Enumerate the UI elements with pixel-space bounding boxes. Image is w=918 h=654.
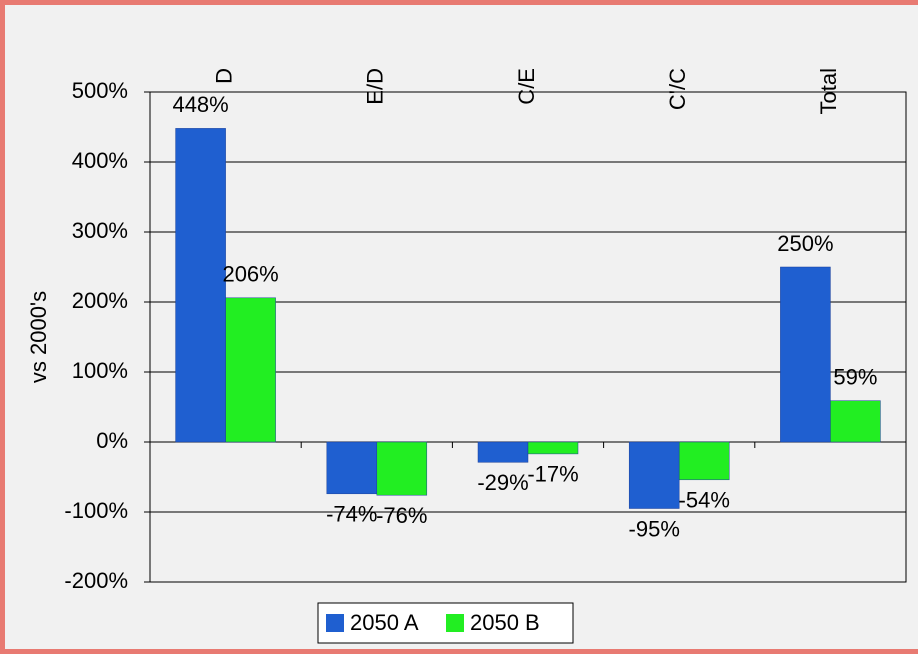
y-tick-label: 0% bbox=[96, 428, 128, 453]
value-label: -54% bbox=[679, 488, 730, 513]
x-tick-label: C/E bbox=[514, 68, 539, 105]
legend-label: 2050 A bbox=[350, 610, 419, 635]
legend-label: 2050 B bbox=[470, 610, 540, 635]
y-tick-label: 400% bbox=[72, 148, 128, 173]
bar bbox=[225, 297, 276, 443]
y-tick-label: -100% bbox=[64, 498, 128, 523]
x-tick-label: D bbox=[211, 68, 236, 84]
x-tick-label: C'/C bbox=[665, 68, 690, 110]
value-label: -76% bbox=[376, 503, 427, 528]
y-tick-label: 300% bbox=[72, 218, 128, 243]
bar bbox=[628, 441, 680, 509]
y-tick-label: 100% bbox=[72, 358, 128, 383]
bar bbox=[678, 441, 730, 481]
value-label: 206% bbox=[222, 262, 278, 287]
y-tick-label: 200% bbox=[72, 288, 128, 313]
legend-swatch bbox=[446, 614, 464, 632]
legend-box bbox=[317, 602, 574, 644]
x-tick-label: Total bbox=[816, 68, 841, 114]
bar bbox=[780, 266, 831, 443]
y-axis-label: vs 2000's bbox=[26, 291, 51, 383]
value-label: 448% bbox=[172, 92, 228, 117]
value-label: -29% bbox=[477, 470, 528, 495]
legend-swatch bbox=[326, 614, 344, 632]
y-tick-label: -200% bbox=[64, 568, 128, 593]
value-label: 250% bbox=[777, 231, 833, 256]
bar bbox=[477, 441, 529, 463]
value-label: -17% bbox=[527, 462, 578, 487]
value-label: -95% bbox=[629, 516, 680, 541]
x-tick-label: E/D bbox=[363, 68, 388, 105]
value-label: 59% bbox=[833, 365, 877, 390]
bar bbox=[326, 441, 378, 495]
background bbox=[5, 5, 918, 649]
y-tick-label: 500% bbox=[72, 78, 128, 103]
bar bbox=[527, 441, 579, 455]
bar bbox=[376, 441, 428, 496]
value-label: -74% bbox=[326, 502, 377, 527]
bar bbox=[830, 400, 881, 443]
bar bbox=[175, 128, 226, 443]
